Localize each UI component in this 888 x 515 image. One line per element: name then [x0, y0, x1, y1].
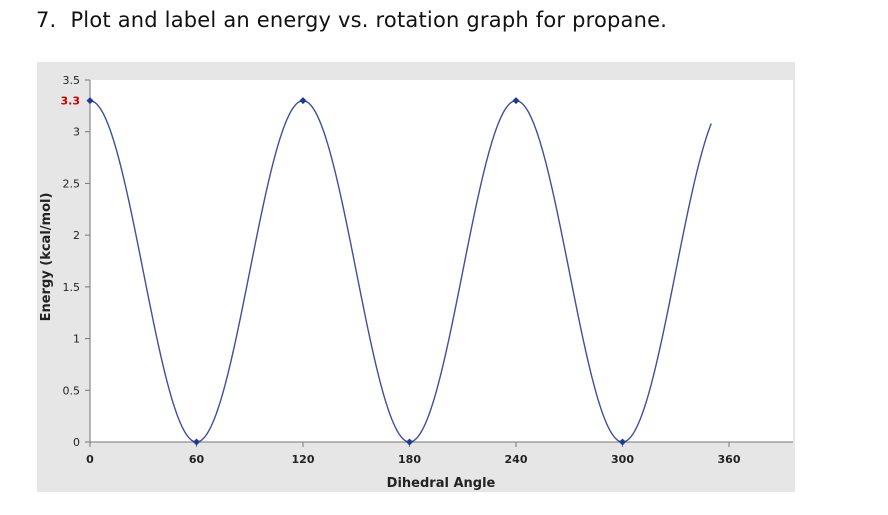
x-tick-label: 360: [718, 453, 741, 466]
y-tick-label: 2.5: [63, 177, 81, 190]
x-tick-label: 0: [86, 453, 94, 466]
energy-rotation-chart: 0 0.5 1 1.5 2 2.5 3 3.5 3.3 0 60 120 180 240 300 360 Di…: [39, 74, 793, 491]
y-tick-label: 1.5: [63, 281, 81, 294]
x-tick-label: 120: [292, 453, 315, 466]
x-tick-label: 60: [189, 453, 205, 466]
x-tick-label: 180: [398, 453, 421, 466]
y-tick-label: 3: [73, 126, 80, 139]
data-point-marker: [619, 438, 626, 446]
chart-panel: 0 0.5 1 1.5 2 2.5 3 3.5 3.3 0 60 120 180 240 300 360 Di…: [37, 62, 795, 492]
highlight-y-tick-label: 3.3: [61, 95, 81, 108]
y-tick-label: 3.5: [63, 74, 81, 87]
plot-area: [90, 80, 793, 442]
y-axis-title: Energy (kcal/mol): [39, 193, 54, 322]
data-point-marker: [512, 97, 520, 105]
data-point-marker: [86, 97, 94, 105]
axes: 0 0.5 1 1.5 2 2.5 3 3.5 3.3 0 60 120 180 240 300 360: [61, 74, 793, 466]
curve-layer: [89, 99, 712, 443]
x-tick-label: 240: [505, 453, 528, 466]
marker-layer: [86, 97, 626, 446]
x-tick-label: 300: [611, 453, 634, 466]
question-text: Plot and label an energy vs. rotation gr…: [70, 8, 668, 32]
data-point-marker: [406, 438, 413, 446]
y-tick-label: 1: [73, 333, 80, 346]
data-point-marker: [299, 97, 307, 105]
x-axis-title: Dihedral Angle: [387, 476, 496, 491]
question-heading: 7. Plot and label an energy vs. rotation …: [36, 8, 667, 32]
y-tick-label: 0.5: [63, 384, 81, 397]
question-number: 7.: [36, 8, 57, 32]
erased-label-area: [110, 86, 255, 100]
y-tick-label: 0: [73, 436, 80, 449]
y-tick-label: 2: [73, 229, 80, 242]
data-point-marker: [193, 438, 200, 446]
energy-curve-line: [89, 99, 712, 443]
